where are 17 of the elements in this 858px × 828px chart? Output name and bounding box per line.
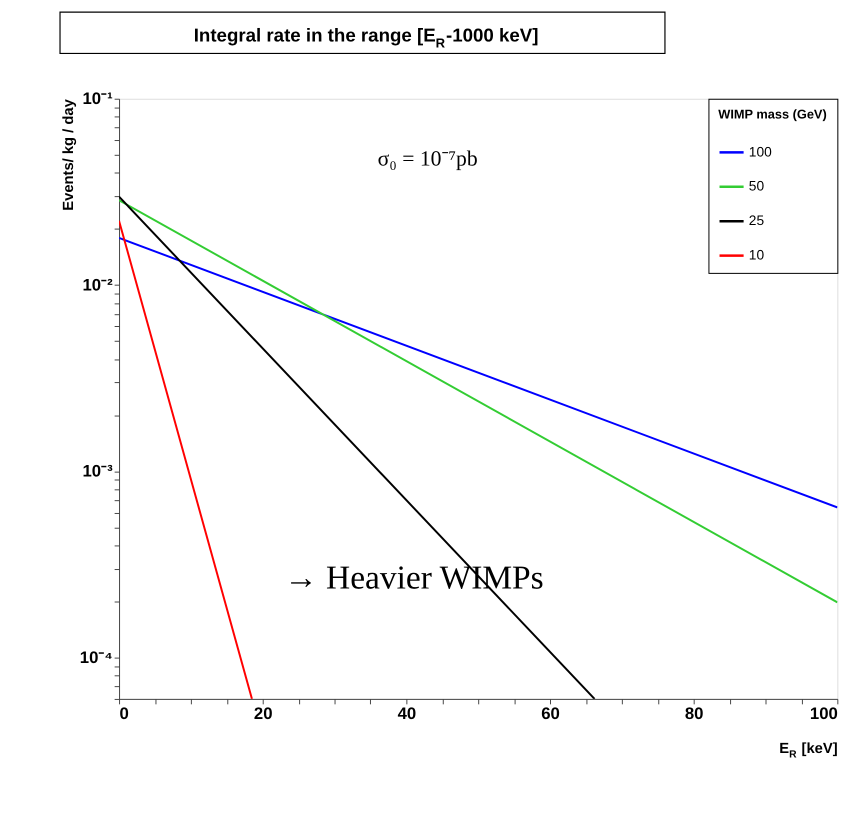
legend-label: 100	[748, 144, 772, 160]
y-tick-label: 10⁻³	[82, 462, 114, 481]
legend-label: 50	[748, 178, 764, 194]
legend-title: WIMP mass (GeV)	[718, 106, 827, 122]
y-axis-title: Events/ kg / day	[60, 98, 77, 211]
x-tick-label: 0	[120, 704, 129, 724]
x-tick-label: 20	[254, 704, 273, 724]
annotation: σ₀ = 10⁻⁷pb	[378, 146, 478, 171]
y-tick-label: 10⁻¹	[82, 89, 114, 108]
x-tick-label: 40	[398, 704, 416, 724]
x-tick-label: 80	[684, 704, 704, 724]
x-tick-label: 100	[810, 704, 838, 724]
y-tick-label: 10⁻⁴	[80, 648, 113, 668]
y-tick-label: 10⁻²	[82, 275, 114, 294]
x-tick-label: 60	[541, 704, 560, 724]
legend-label: 10	[748, 248, 764, 263]
legend-label: 25	[748, 213, 764, 228]
